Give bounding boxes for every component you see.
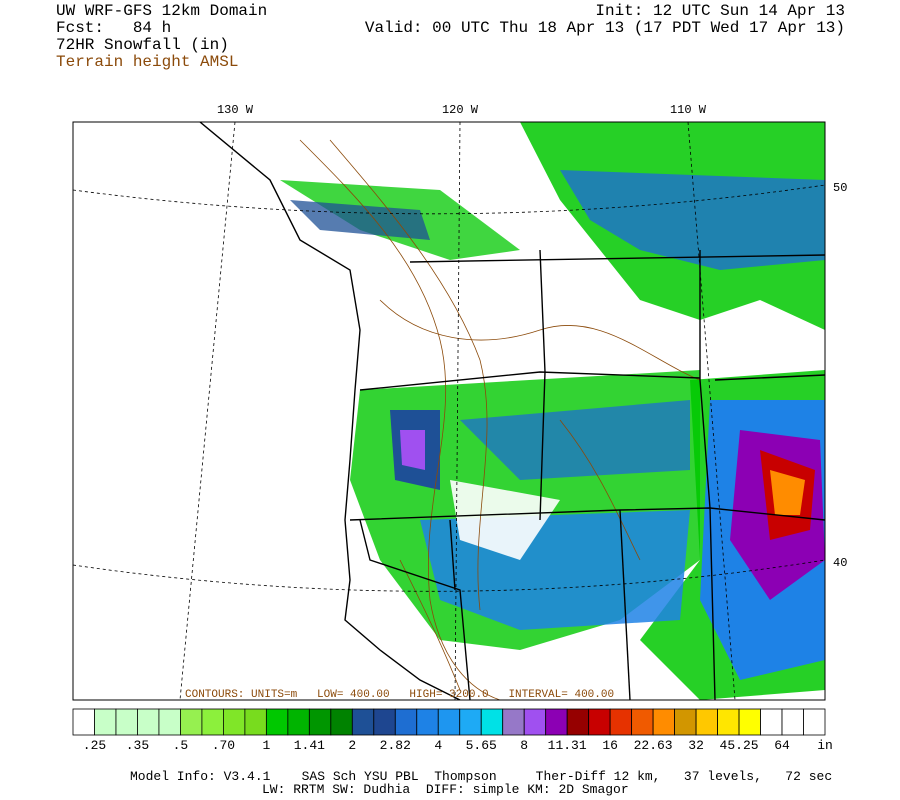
contour-field: Terrain height AMSL bbox=[56, 53, 239, 71]
color-box bbox=[803, 708, 826, 736]
color-box bbox=[94, 708, 117, 736]
borders bbox=[199, 122, 825, 700]
colorbar: .25 .35 .5 .70 1 1.41 2 2.82 4 5.65 8 11.31 16 22.63 3… bbox=[72, 708, 833, 753]
color-box bbox=[394, 708, 418, 736]
colorbar-label: 11.31 bbox=[548, 738, 587, 753]
colorbar-label: .5 bbox=[173, 738, 189, 753]
terrain-contours bbox=[299, 139, 701, 700]
color-box bbox=[351, 708, 375, 736]
color-box bbox=[674, 708, 697, 736]
colorbar-label: .35 bbox=[126, 738, 149, 753]
color-box bbox=[566, 708, 590, 736]
contour-note: CONTOURS: UNITS=m LOW= 400.00 HIGH= 3200… bbox=[185, 689, 614, 701]
map-field bbox=[73, 122, 825, 700]
color-box bbox=[480, 708, 504, 736]
colorbar-label: .25 bbox=[83, 738, 106, 753]
color-box bbox=[760, 708, 783, 736]
color-box bbox=[631, 708, 654, 736]
colorbar-label: .70 bbox=[212, 738, 235, 753]
color-box bbox=[416, 708, 439, 736]
color-box bbox=[523, 708, 547, 736]
color-box bbox=[222, 708, 246, 736]
map: 130 W 120 W 110 W 50 40 CONTOURS: UNITS=… bbox=[72, 103, 847, 753]
colorbar-label: 22.63 bbox=[634, 738, 673, 753]
lon-label: 110 W bbox=[670, 103, 707, 117]
color-box bbox=[502, 708, 525, 736]
color-box bbox=[265, 708, 289, 736]
color-box bbox=[652, 708, 675, 736]
color-box bbox=[609, 708, 633, 736]
colorbar-label: 16 bbox=[602, 738, 618, 753]
colorbar-label: 64 bbox=[774, 738, 790, 753]
color-box bbox=[308, 708, 332, 736]
color-box bbox=[115, 708, 138, 736]
colorbar-unit: in bbox=[817, 738, 833, 753]
colorbar-label: 5.65 bbox=[466, 738, 497, 753]
title: UW WRF-GFS 12km Domain bbox=[56, 2, 268, 20]
colorbar-label: 8 bbox=[520, 738, 528, 753]
color-box bbox=[695, 708, 718, 736]
colorbar-label: 2 bbox=[348, 738, 356, 753]
footer-line: Model Info: V3.4.1 SAS Sch YSU PBL Thomp… bbox=[130, 769, 833, 784]
color-box bbox=[72, 708, 95, 736]
graticule bbox=[73, 122, 825, 700]
forecast: Fcst: 84 h bbox=[56, 19, 172, 37]
footer-line: LW: RRTM SW: Dudhia DIFF: simple KM: 2D … bbox=[262, 782, 629, 797]
color-box bbox=[588, 708, 611, 736]
color-box bbox=[738, 708, 761, 736]
colorbar-label: 1.41 bbox=[294, 738, 325, 753]
color-box bbox=[459, 708, 482, 736]
map-frame bbox=[72, 121, 826, 701]
color-box bbox=[244, 708, 267, 736]
valid-time: Valid: 00 UTC Thu 18 Apr 13 (17 PDT Wed … bbox=[364, 19, 845, 37]
color-box bbox=[180, 708, 203, 736]
colorbar-label: 45.25 bbox=[720, 738, 759, 753]
color-box bbox=[437, 708, 461, 736]
field: 72HR Snowfall (in) bbox=[56, 36, 229, 54]
lon-label: 120 W bbox=[442, 103, 479, 117]
color-box bbox=[287, 708, 310, 736]
colorbar-label: 4 bbox=[434, 738, 442, 753]
color-box bbox=[201, 708, 224, 736]
color-box bbox=[373, 708, 396, 736]
color-box bbox=[781, 708, 804, 736]
colorbar-label: 32 bbox=[688, 738, 704, 753]
color-box bbox=[330, 708, 353, 736]
lat-label: 40 bbox=[833, 556, 847, 570]
color-box bbox=[137, 708, 160, 736]
colorbar-label: 2.82 bbox=[380, 738, 411, 753]
lat-label: 50 bbox=[833, 181, 847, 195]
init-time: Init: 12 UTC Sun 14 Apr 13 bbox=[595, 2, 845, 20]
color-box bbox=[158, 708, 181, 736]
color-box bbox=[545, 708, 568, 736]
colorbar-label: 1 bbox=[262, 738, 270, 753]
color-box bbox=[717, 708, 740, 736]
lon-label: 130 W bbox=[217, 103, 254, 117]
